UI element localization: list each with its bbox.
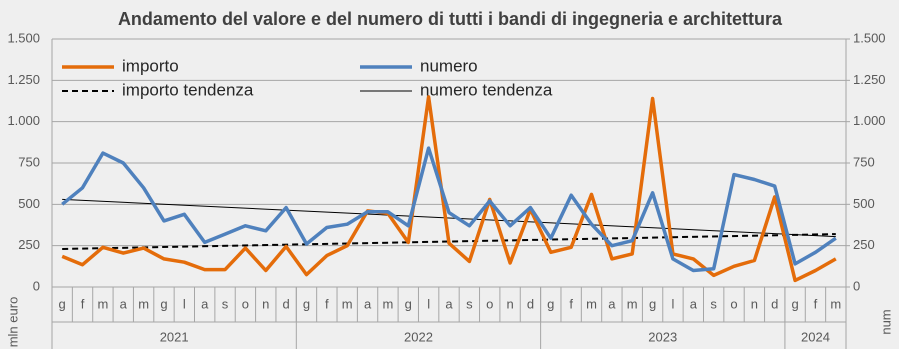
x-tick-label: l <box>427 296 430 311</box>
x-tick-label: g <box>791 296 798 311</box>
year-label: 2023 <box>648 329 677 344</box>
y-tick-label: 1.500 <box>7 30 40 45</box>
year-label: 2021 <box>160 329 189 344</box>
x-tick-label: s <box>710 296 717 311</box>
x-tick-label: g <box>59 296 66 311</box>
x-tick-label: g <box>303 296 310 311</box>
y-tick-label: 1.000 <box>7 113 40 128</box>
x-tick-label: s <box>466 296 473 311</box>
x-tick-label: n <box>751 296 758 311</box>
chart-title: Andamento del valore e del numero di tut… <box>118 9 783 29</box>
y2-tick-label: 250 <box>853 237 875 252</box>
x-tick-label: m <box>586 296 597 311</box>
x-tick-label: n <box>506 296 513 311</box>
x-tick-label: f <box>569 296 573 311</box>
legend-label: importo tendenza <box>122 80 254 99</box>
x-tick-label: a <box>445 296 453 311</box>
y2-tick-label: 0 <box>853 278 860 293</box>
y-tick-label: 750 <box>18 154 40 169</box>
x-tick-label: o <box>730 296 737 311</box>
x-tick-label: m <box>342 296 353 311</box>
year-label: 2024 <box>801 329 830 344</box>
x-tick-label: g <box>405 296 412 311</box>
x-tick-label: s <box>222 296 229 311</box>
y-axis-label: mln euro <box>5 297 20 348</box>
y2-tick-label: 1.500 <box>853 30 886 45</box>
x-tick-label: a <box>201 296 209 311</box>
x-tick-label: n <box>262 296 269 311</box>
x-tick-label: m <box>97 296 108 311</box>
x-tick-label: g <box>547 296 554 311</box>
x-tick-label: f <box>814 296 818 311</box>
y-tick-label: 1.250 <box>7 72 40 87</box>
y2-tick-label: 1.250 <box>853 72 886 87</box>
x-tick-label: g <box>649 296 656 311</box>
x-tick-label: d <box>283 296 290 311</box>
x-tick-label: l <box>672 296 675 311</box>
x-tick-label: m <box>830 296 841 311</box>
x-tick-label: m <box>383 296 394 311</box>
trend-line <box>62 198 836 238</box>
x-tick-label: g <box>160 296 167 311</box>
y2-tick-label: 500 <box>853 196 875 211</box>
x-tick-label: a <box>364 296 372 311</box>
x-tick-label: o <box>242 296 249 311</box>
x-tick-label: a <box>690 296 698 311</box>
x-tick-label: o <box>486 296 493 311</box>
y-tick-label: 250 <box>18 237 40 252</box>
legend-label: importo <box>122 56 179 75</box>
x-tick-label: a <box>120 296 128 311</box>
y-tick-label: 500 <box>18 196 40 211</box>
y2-tick-label: 1.000 <box>853 113 886 128</box>
x-tick-label: f <box>81 296 85 311</box>
y-tick-label: 0 <box>33 278 40 293</box>
x-tick-label: d <box>771 296 778 311</box>
trend-line <box>62 233 836 250</box>
y2-tick-label: 750 <box>853 154 875 169</box>
y2-axis-label: num <box>878 309 893 334</box>
x-tick-label: m <box>627 296 638 311</box>
series-line <box>61 146 837 273</box>
legend-label: numero <box>420 56 478 75</box>
year-label: 2022 <box>404 329 433 344</box>
x-tick-label: a <box>608 296 616 311</box>
x-tick-label: m <box>138 296 149 311</box>
legend-label: numero tendenza <box>420 80 553 99</box>
x-tick-label: d <box>527 296 534 311</box>
x-tick-label: l <box>183 296 186 311</box>
x-tick-label: f <box>325 296 329 311</box>
